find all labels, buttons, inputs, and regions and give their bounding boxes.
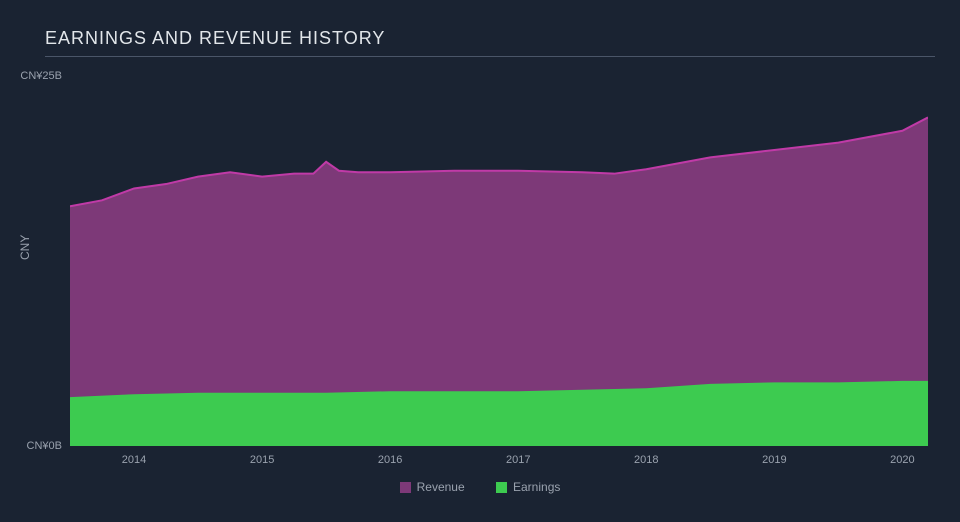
y-tick-bottom: CN¥0B bbox=[27, 440, 62, 452]
legend: Revenue Earnings bbox=[0, 480, 960, 496]
x-tick: 2017 bbox=[506, 454, 530, 466]
legend-label-earnings: Earnings bbox=[513, 480, 560, 494]
plot-area: CN¥25BCN¥0B 2014201520162017201820192020 bbox=[70, 76, 928, 446]
legend-swatch-revenue bbox=[400, 482, 411, 493]
chart-title: EARNINGS AND REVENUE HISTORY bbox=[45, 28, 385, 49]
y-axis-label: CNY bbox=[18, 235, 32, 260]
chart-container: EARNINGS AND REVENUE HISTORY CNY CN¥25BC… bbox=[0, 0, 960, 522]
legend-swatch-earnings bbox=[496, 482, 507, 493]
legend-item-revenue: Revenue bbox=[400, 480, 465, 494]
x-tick: 2014 bbox=[122, 454, 146, 466]
x-tick: 2016 bbox=[378, 454, 402, 466]
legend-item-earnings: Earnings bbox=[496, 480, 560, 494]
legend-label-revenue: Revenue bbox=[417, 480, 465, 494]
x-tick: 2019 bbox=[762, 454, 786, 466]
plot-svg bbox=[70, 76, 928, 446]
x-tick: 2020 bbox=[890, 454, 914, 466]
x-tick: 2015 bbox=[250, 454, 274, 466]
x-tick: 2018 bbox=[634, 454, 658, 466]
y-tick-top: CN¥25B bbox=[20, 70, 62, 82]
title-underline bbox=[45, 56, 935, 57]
